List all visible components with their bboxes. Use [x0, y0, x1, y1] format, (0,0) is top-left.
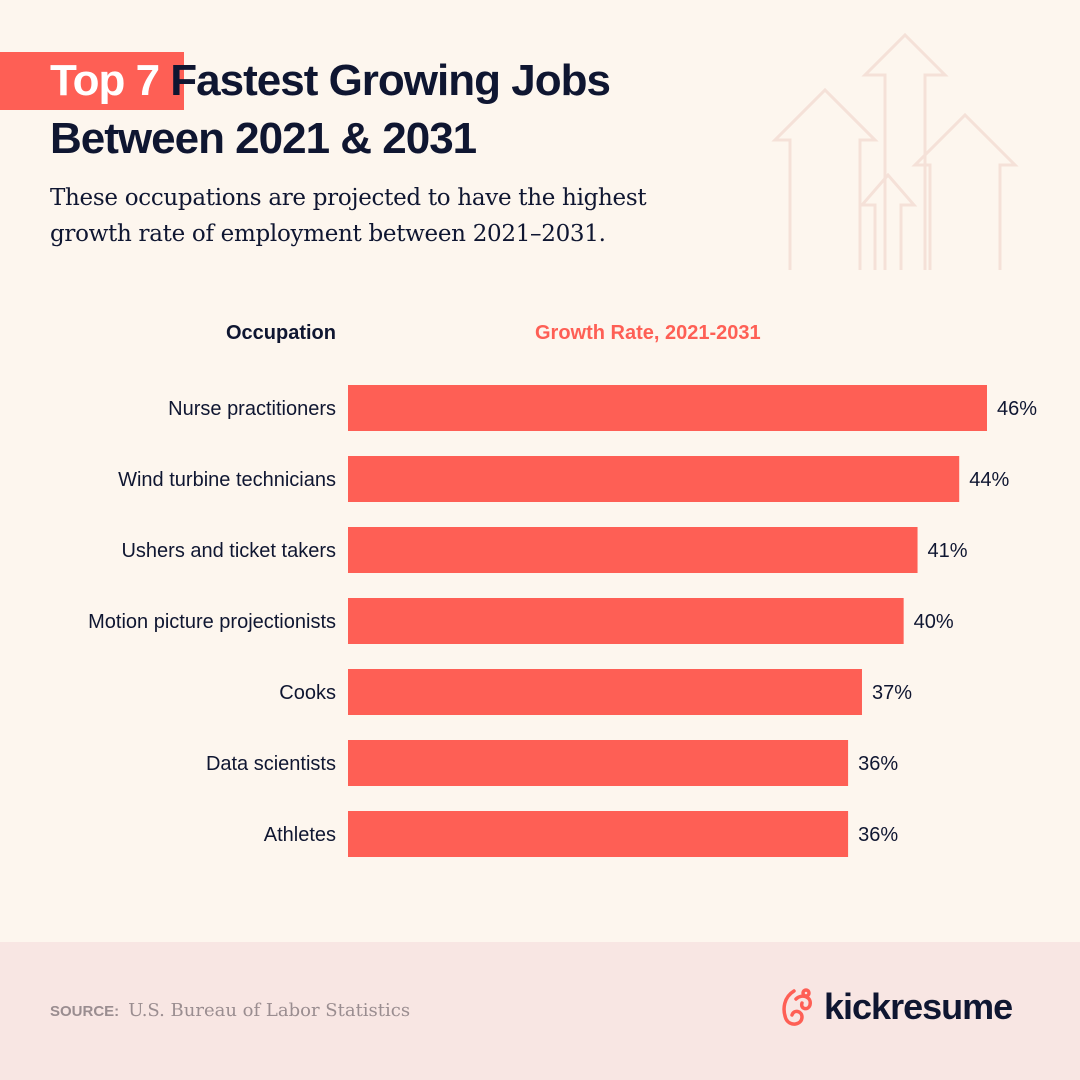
bar	[348, 527, 918, 573]
bar	[348, 598, 904, 644]
brand-name: kickresume	[824, 986, 1013, 1027]
subtitle-line1: These occupations are projected to have …	[50, 185, 647, 211]
subtitle-line2: growth rate of employment between 2021–2…	[50, 221, 606, 247]
column-header-growth-rate: Growth Rate, 2021-2031	[535, 322, 761, 344]
source-text: U.S. Bureau of Labor Statistics	[128, 1000, 411, 1021]
value-label: 44%	[969, 469, 1009, 491]
subtitle: These occupations are projected to have …	[50, 180, 647, 252]
title-highlight: Top 7	[50, 56, 160, 105]
column-header-occupation: Occupation	[225, 322, 336, 344]
category-label: Wind turbine technicians	[118, 469, 336, 491]
value-label: 40%	[914, 611, 954, 633]
value-label: 37%	[872, 682, 912, 704]
bar	[348, 811, 849, 857]
footer: SOURCE: U.S. Bureau of Labor Statistics …	[0, 942, 1080, 1080]
kickresume-logo-icon	[782, 988, 812, 1026]
bar	[348, 669, 862, 715]
value-label: 41%	[928, 540, 968, 562]
kickresume-logo: kickresume	[780, 986, 1013, 1028]
value-label: 46%	[997, 398, 1037, 420]
title-line1: Fastest Growing Jobs	[170, 56, 611, 105]
value-label: 36%	[858, 824, 898, 846]
page-title: Top 7 Fastest Growing Jobs Between 2021 …	[50, 52, 611, 168]
bar	[348, 740, 849, 786]
title-line2: Between 2021 & 2031	[50, 114, 477, 163]
category-label: Athletes	[264, 824, 336, 846]
title-highlight-box	[0, 52, 184, 110]
source-label: SOURCE:	[50, 1003, 120, 1020]
bar-chart: Nurse practitioners 46% Wind turbine techn…	[88, 385, 1037, 857]
bar	[348, 456, 960, 502]
category-label: Data scientists	[206, 753, 336, 775]
category-label: Cooks	[279, 682, 336, 704]
bar	[348, 385, 987, 431]
category-label: Nurse practitioners	[168, 398, 336, 420]
source: SOURCE: U.S. Bureau of Labor Statistics	[50, 1000, 410, 1021]
category-label: Ushers and ticket takers	[121, 540, 336, 562]
arrows-decoration-icon	[771, 32, 1019, 270]
category-label: Motion picture projectionists	[88, 611, 336, 633]
value-label: 36%	[858, 753, 898, 775]
